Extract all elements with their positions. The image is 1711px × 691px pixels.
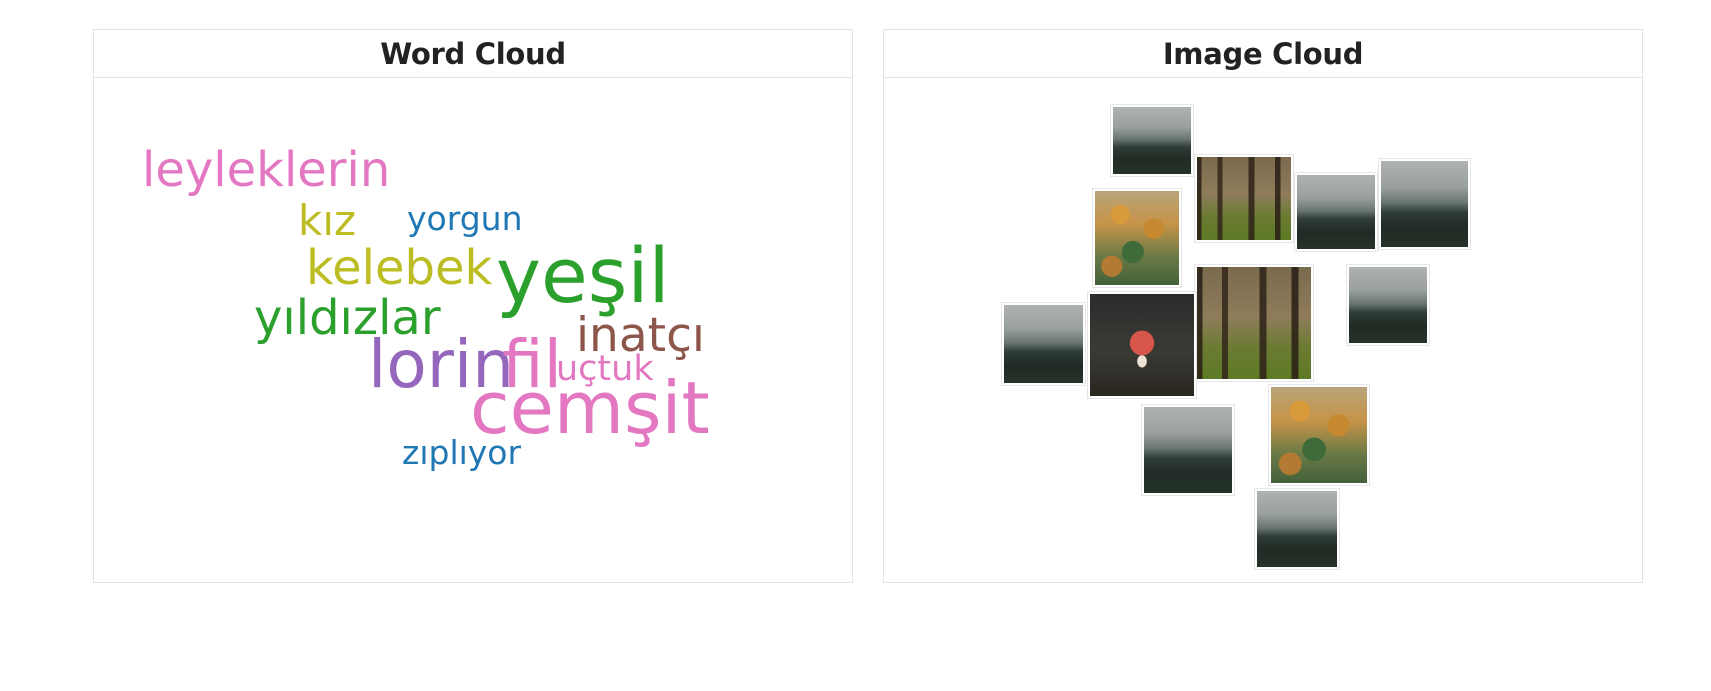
image-thumb-11 [1268, 384, 1370, 486]
forest-trunks-image [1197, 267, 1311, 379]
image-thumb-8 [1001, 302, 1086, 386]
image-thumb-12 [1254, 488, 1340, 570]
word-cloud-header: Word Cloud [94, 30, 852, 78]
word-yesil: yeşil [496, 231, 670, 320]
foggy-forest-image [1257, 491, 1337, 567]
autumn-forest-image [1095, 191, 1179, 285]
image-thumb-1 [1110, 104, 1194, 177]
word-yildizlar: yıldızlar [254, 290, 441, 346]
word-zipliyor: zıplıyor [402, 433, 522, 472]
word-leyleklerin: leyleklerin [142, 142, 391, 198]
word-cloud-panel: Word Cloud leyleklerin kız yorgun kelebe… [93, 29, 853, 583]
word-lorin: lorin [368, 326, 515, 403]
image-thumb-7 [1346, 264, 1430, 346]
image-thumb-4 [1378, 158, 1471, 250]
word-cloud-canvas: leyleklerin kız yorgun kelebek yeşil yıl… [94, 78, 852, 582]
forest-trunks-image [1197, 157, 1291, 240]
image-thumb-10 [1141, 404, 1235, 496]
word-yorgun: yorgun [407, 199, 523, 238]
word-uctuk: uçtuk [556, 349, 654, 389]
image-thumb-5 [1092, 188, 1182, 288]
image-thumb-9 [1087, 291, 1197, 399]
foggy-forest-image [1349, 267, 1427, 343]
image-thumb-2 [1194, 154, 1294, 243]
foggy-forest-image [1113, 107, 1191, 174]
foggy-forest-image [1297, 175, 1375, 249]
word-inatci: inatçı [576, 308, 705, 363]
image-cloud-header: Image Cloud [884, 30, 1642, 78]
image-thumb-6 [1194, 264, 1314, 382]
word-kelebek: kelebek [306, 240, 493, 296]
word-cemsit: cemşit [470, 366, 710, 450]
foggy-forest-image [1004, 305, 1083, 383]
mushroom-image [1090, 294, 1194, 396]
image-cloud-canvas [884, 78, 1642, 582]
word-kiz: kız [298, 196, 357, 245]
word-fil: fil [502, 326, 562, 403]
foggy-forest-image [1381, 161, 1468, 247]
word-cloud-title: Word Cloud [380, 36, 566, 71]
image-cloud-title: Image Cloud [1162, 36, 1364, 71]
image-cloud-panel: Image Cloud [883, 29, 1643, 583]
autumn-forest-image [1271, 387, 1367, 483]
foggy-forest-image [1144, 407, 1232, 493]
image-thumb-3 [1294, 172, 1378, 252]
